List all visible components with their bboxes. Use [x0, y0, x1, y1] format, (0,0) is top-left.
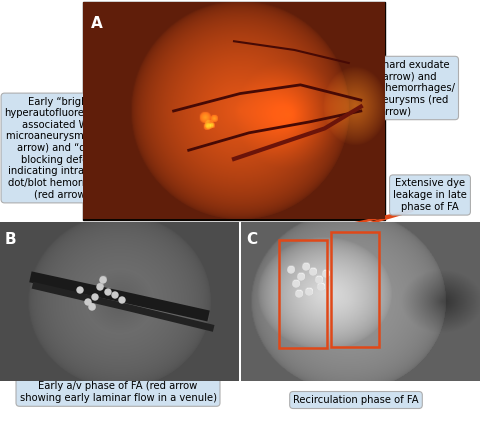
Circle shape — [105, 289, 111, 295]
Circle shape — [85, 299, 91, 305]
Circle shape — [323, 271, 329, 277]
Circle shape — [310, 269, 316, 275]
Circle shape — [306, 289, 312, 295]
Text: Early “bright”
hyperautofluorescence
associated With
microaneurysms (blue
arrow): Early “bright” hyperautofluorescence ass… — [5, 97, 120, 200]
Bar — [83, 2, 385, 220]
Circle shape — [303, 264, 309, 270]
Text: B: B — [5, 232, 17, 247]
Circle shape — [119, 297, 125, 303]
Circle shape — [316, 277, 322, 283]
Circle shape — [293, 281, 299, 287]
Text: Extensive dye
leakage in late
phase of FA: Extensive dye leakage in late phase of F… — [393, 179, 467, 211]
Bar — [331, 232, 379, 347]
Circle shape — [288, 267, 294, 273]
Text: Macular hard exudate
(blue arrow) and
scattered hemorrhages/
microaneurysms (red: Macular hard exudate (blue arrow) and sc… — [335, 60, 455, 116]
Text: Recirculation phase of FA: Recirculation phase of FA — [293, 395, 419, 405]
Text: Early a/v phase of FA (red arrow
showing early laminar flow in a venule): Early a/v phase of FA (red arrow showing… — [20, 381, 216, 403]
Circle shape — [298, 274, 304, 280]
Circle shape — [296, 291, 302, 297]
Circle shape — [97, 284, 103, 290]
Circle shape — [77, 287, 83, 293]
Circle shape — [112, 292, 118, 298]
Text: C: C — [246, 232, 257, 247]
Circle shape — [89, 304, 95, 310]
Circle shape — [92, 294, 98, 300]
Bar — [279, 240, 327, 348]
Circle shape — [318, 284, 324, 290]
Text: A: A — [91, 16, 103, 31]
Circle shape — [100, 277, 106, 283]
